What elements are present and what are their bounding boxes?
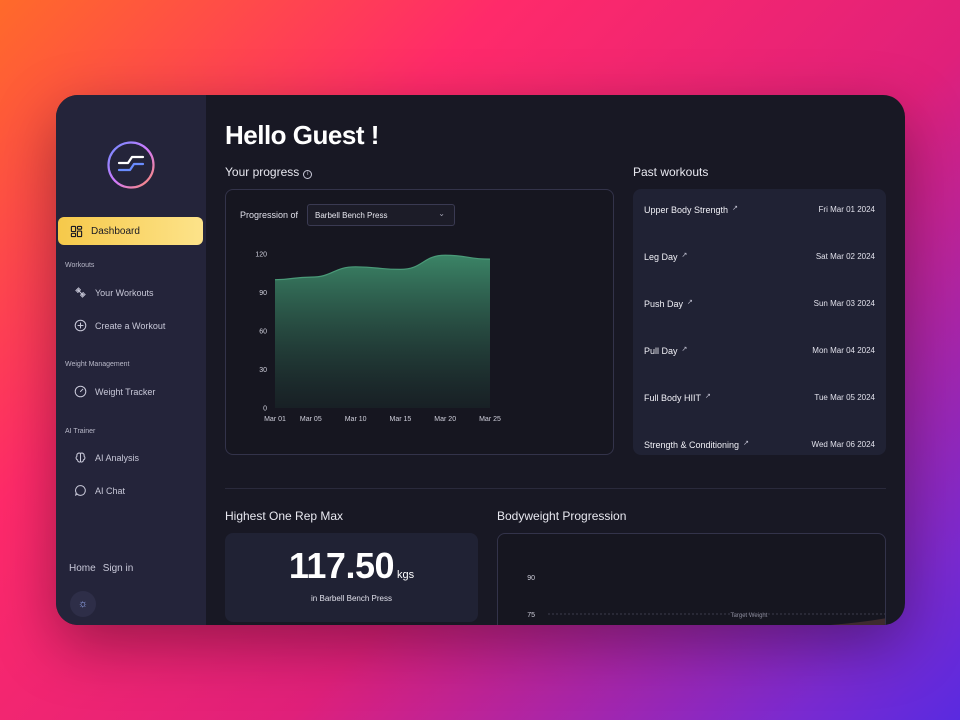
- section-label-ai-trainer: AI Trainer: [65, 428, 96, 435]
- main-content: Hello Guest ! Your progress i Progression…: [206, 95, 905, 625]
- x-tick-label: Mar 01: [264, 416, 286, 423]
- workout-date: Tue Mar 05 2024: [814, 393, 875, 402]
- list-item[interactable]: Leg Day ↗ Sat Mar 02 2024: [644, 251, 875, 262]
- info-icon[interactable]: i: [303, 169, 313, 179]
- past-workouts-list: Upper Body Strength ↗ Fri Mar 01 2024 Leg…: [633, 189, 886, 455]
- sidebar-item-ai-analysis[interactable]: AI Analysis: [74, 451, 139, 464]
- section-label-workouts: Workouts: [65, 262, 95, 269]
- x-tick-label: Mar 05: [300, 416, 322, 423]
- progress-card: Progression of Barbell Bench Press ⌄ 0 30…: [225, 189, 614, 455]
- sidebar-item-ai-chat[interactable]: AI Chat: [74, 484, 125, 497]
- workout-name: Leg Day: [644, 252, 678, 262]
- list-item[interactable]: Full Body HIIT ↗ Tue Mar 05 2024: [644, 392, 875, 403]
- section-divider: [225, 488, 886, 489]
- sidebar: Dashboard Workouts Your Workouts Create …: [56, 95, 206, 625]
- workout-name: Full Body HIIT: [644, 393, 702, 403]
- x-tick-label: Mar 20: [434, 416, 456, 423]
- workout-name: Push Day: [644, 299, 684, 309]
- workout-date: Sun Mar 03 2024: [813, 299, 875, 308]
- external-link-icon[interactable]: ↗: [743, 440, 749, 447]
- dashboard-icon: [70, 225, 83, 237]
- sign-in-link[interactable]: Sign in: [102, 563, 134, 574]
- sidebar-item-label: Dashboard: [91, 225, 140, 237]
- target-weight-label: Target Weight: [731, 613, 768, 619]
- y-tick-label: 120: [255, 252, 267, 259]
- bodyweight-heading: Bodyweight Progression: [497, 509, 627, 523]
- exercise-select-value: Barbell Bench Press: [315, 210, 388, 220]
- one-rep-max-card: 117.50 kgs in Barbell Bench Press: [225, 533, 478, 622]
- one-rep-max-number: 117.50: [288, 545, 395, 586]
- workout-date: Fri Mar 01 2024: [818, 205, 875, 214]
- external-link-icon[interactable]: ↗: [681, 346, 688, 353]
- workout-date: Wed Mar 06 2024: [811, 440, 875, 449]
- app-window: Dashboard Workouts Your Workouts Create …: [56, 95, 905, 625]
- sidebar-item-label: AI Chat: [95, 485, 126, 496]
- list-item[interactable]: Strength & Conditioning ↗ Wed Mar 06 2024: [644, 439, 875, 450]
- app-logo[interactable]: [106, 140, 156, 190]
- sidebar-item-weight-tracker[interactable]: Weight Tracker: [74, 385, 155, 398]
- y-tick-label: 0: [263, 406, 267, 413]
- y-tick-label: 60: [259, 329, 267, 336]
- gauge-icon: [74, 385, 87, 398]
- home-link[interactable]: Home: [69, 563, 96, 574]
- sidebar-footer: Home Sign in: [69, 563, 133, 574]
- progression-area: [275, 255, 490, 408]
- one-rep-max-subtitle: in Barbell Bench Press: [311, 594, 392, 603]
- y-tick-label: 30: [259, 367, 267, 374]
- theme-toggle-button[interactable]: ☼: [70, 591, 96, 617]
- workout-date: Mon Mar 04 2024: [812, 346, 875, 355]
- external-link-icon[interactable]: ↗: [732, 205, 738, 212]
- one-rep-max-value: 117.50 kgs: [225, 545, 478, 587]
- one-rep-max-unit: kgs: [397, 569, 415, 581]
- x-tick-label: Mar 10: [345, 416, 367, 423]
- progression-label: Progression of: [240, 210, 299, 220]
- bodyweight-chart-card: 90 75 Target Weight: [497, 533, 886, 625]
- sidebar-item-create-workout[interactable]: Create a Workout: [74, 319, 165, 332]
- list-item[interactable]: Push Day ↗ Sun Mar 03 2024: [644, 298, 875, 309]
- bodyweight-chart: 90 75 Target Weight: [527, 575, 885, 625]
- sun-icon: ☼: [77, 598, 89, 610]
- sidebar-item-label: Your Workouts: [95, 287, 154, 298]
- external-link-icon[interactable]: ↗: [687, 299, 693, 306]
- sidebar-item-label: Create a Workout: [95, 320, 166, 331]
- x-tick-label: Mar 15: [390, 416, 412, 423]
- sidebar-item-your-workouts[interactable]: Your Workouts: [74, 286, 154, 299]
- chat-bubble-icon: [75, 485, 86, 496]
- workout-name: Upper Body Strength: [644, 205, 729, 215]
- y-tick-label: 75: [527, 612, 535, 619]
- chevron-down-icon: ⌄: [438, 209, 445, 218]
- list-item[interactable]: Upper Body Strength ↗ Fri Mar 01 2024: [644, 204, 875, 215]
- sidebar-item-label: Weight Tracker: [95, 386, 156, 397]
- sidebar-item-dashboard[interactable]: Dashboard: [58, 217, 203, 245]
- progress-heading-text: Your progress: [225, 165, 300, 179]
- workout-name: Pull Day: [644, 346, 678, 356]
- dumbbell-icon: [75, 287, 86, 298]
- y-tick-label: 90: [259, 290, 267, 297]
- page-title: Hello Guest !: [225, 120, 379, 150]
- exercise-select[interactable]: Barbell Bench Press ⌄: [307, 204, 455, 226]
- x-tick-label: Mar 25: [479, 416, 501, 423]
- external-link-icon[interactable]: ↗: [681, 252, 688, 259]
- section-label-weight-management: Weight Management: [65, 361, 130, 368]
- past-workouts-heading: Past workouts: [633, 165, 709, 179]
- y-tick-label: 90: [527, 575, 535, 582]
- bodyweight-area: [830, 618, 885, 625]
- plus-circle-icon: [74, 319, 87, 332]
- workout-name: Strength & Conditioning: [644, 440, 740, 450]
- sidebar-item-label: AI Analysis: [95, 452, 140, 463]
- brain-icon: [75, 452, 86, 463]
- one-rep-max-heading: Highest One Rep Max: [225, 509, 344, 523]
- progression-chart: 0 30 60 90 120 Mar 01 Mar 05 Mar 10 Mar 15 Mar 20…: [255, 252, 501, 424]
- progression-line: [274, 254, 491, 281]
- workout-date: Sat Mar 02 2024: [815, 252, 875, 261]
- list-item[interactable]: Pull Day ↗ Mon Mar 04 2024: [644, 345, 875, 356]
- external-link-icon[interactable]: ↗: [705, 393, 711, 400]
- progress-heading: Your progress i: [225, 165, 313, 179]
